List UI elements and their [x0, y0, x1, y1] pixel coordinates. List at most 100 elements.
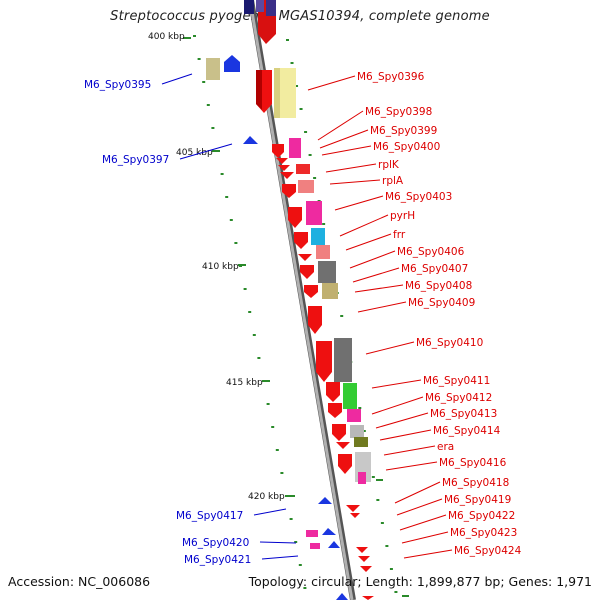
- gene-arrow: [336, 593, 348, 600]
- leader-line: [371, 379, 422, 389]
- gene-label-m6-spy0422[interactable]: M6_Spy0422: [448, 510, 515, 522]
- tick-mark: [193, 35, 196, 37]
- tick-mark: [206, 104, 210, 106]
- gene-label-m6-spy0420[interactable]: M6_Spy0420: [182, 537, 249, 549]
- gene-label-m6-spy0413[interactable]: M6_Spy0413: [430, 408, 497, 420]
- gene-label-m6-spy0407[interactable]: M6_Spy0407: [401, 263, 468, 275]
- leader-line: [307, 75, 356, 91]
- tick-mark: [229, 219, 233, 221]
- leader-line: [161, 73, 193, 85]
- gene-block: [206, 58, 220, 80]
- leader-line: [253, 508, 287, 516]
- tick-mark: [358, 407, 362, 409]
- leader-line: [375, 412, 429, 429]
- tick-mark: [271, 426, 275, 428]
- leader-line: [394, 481, 441, 504]
- gene-label-m6-spy0417[interactable]: M6_Spy0417: [176, 510, 243, 522]
- gene-labels: M6_Spy0396 M6_Spy0398 M6_Spy0399 M6_Spy0400…: [84, 71, 522, 566]
- gene-label-rpla[interactable]: rplA: [382, 175, 404, 187]
- leader-line: [385, 461, 438, 471]
- gene-arrow: [322, 528, 336, 535]
- gene-label-frr[interactable]: frr: [393, 229, 406, 241]
- major-tick: [402, 595, 409, 597]
- leader-line: [352, 267, 400, 283]
- gene-label-m6-spy0409[interactable]: M6_Spy0409: [408, 297, 475, 309]
- gene-label-pyrh[interactable]: pyrH: [390, 210, 415, 222]
- gene-arrow: [224, 55, 240, 72]
- genome-summary: Topology: circular; Length: 1,899,877 bp…: [248, 574, 592, 589]
- gene-arrow: [256, 70, 262, 110]
- gene-block: [306, 530, 318, 537]
- leader-line: [354, 284, 404, 293]
- gene-label-era[interactable]: era: [437, 441, 454, 453]
- tick-mark: [322, 223, 326, 225]
- gene-label-m6-spy0397[interactable]: M6_Spy0397: [102, 154, 169, 166]
- gene-label-m6-spy0403[interactable]: M6_Spy0403: [385, 191, 452, 203]
- leader-line: [383, 445, 436, 456]
- tick-mark: [225, 196, 229, 198]
- tick-mark: [266, 403, 270, 405]
- gene-arrow: [318, 497, 332, 504]
- gene-label-m6-spy0423[interactable]: M6_Spy0423: [450, 527, 517, 539]
- gene-label-m6-spy0421[interactable]: M6_Spy0421: [184, 554, 251, 566]
- tick-mark: [380, 522, 384, 524]
- tick-mark: [211, 127, 215, 129]
- gene-block: [274, 68, 280, 118]
- tick-mark: [290, 62, 294, 64]
- gene-label-m6-spy0412[interactable]: M6_Spy0412: [425, 392, 492, 404]
- gene-label-m6-spy0410[interactable]: M6_Spy0410: [416, 337, 483, 349]
- gene-label-m6-spy0406[interactable]: M6_Spy0406: [397, 246, 465, 258]
- tick-mark: [280, 472, 284, 474]
- leader-line: [349, 250, 396, 269]
- tick-mark: [389, 568, 393, 570]
- major-tick: [238, 264, 246, 266]
- tick-mark: [197, 58, 201, 60]
- gene-label-m6-spy0399[interactable]: M6_Spy0399: [370, 125, 437, 137]
- leader-line: [399, 514, 447, 531]
- reverse-features: [206, 55, 348, 600]
- gene-label-m6-spy0400[interactable]: M6_Spy0400: [373, 141, 440, 153]
- tick-mark: [248, 311, 252, 313]
- gene-label-m6-spy0416[interactable]: M6_Spy0416: [439, 457, 507, 469]
- gene-label-m6-spy0418[interactable]: M6_Spy0418: [442, 477, 509, 489]
- tick-mark: [243, 288, 247, 290]
- kbp-label-420: 420 kbp: [248, 492, 285, 502]
- leader-line: [357, 301, 407, 313]
- kbp-label-405: 405 kbp: [176, 148, 213, 158]
- gene-arrow: [243, 136, 258, 144]
- gene-label-m6-spy0411[interactable]: M6_Spy0411: [423, 375, 490, 387]
- tick-mark: [298, 564, 302, 566]
- gene-label-m6-spy0408[interactable]: M6_Spy0408: [405, 280, 472, 292]
- gene-label-m6-spy0424[interactable]: M6_Spy0424: [454, 545, 522, 557]
- gene-label-rplk[interactable]: rplK: [378, 159, 400, 171]
- leader-line: [259, 541, 297, 544]
- tick-mark: [234, 242, 238, 244]
- gene-label-m6-spy0414[interactable]: M6_Spy0414: [433, 425, 501, 437]
- gene-block: [310, 543, 320, 549]
- gene-label-m6-spy0419[interactable]: M6_Spy0419: [444, 494, 511, 506]
- leader-line: [371, 396, 424, 415]
- tick-mark: [289, 518, 293, 520]
- gene-label-m6-spy0398[interactable]: M6_Spy0398: [365, 106, 432, 118]
- tick-mark: [299, 108, 303, 110]
- major-tick: [287, 495, 295, 497]
- major-tick: [183, 37, 191, 39]
- tick-mark: [340, 315, 344, 317]
- tick-mark: [294, 541, 298, 543]
- gene-label-m6-spy0396[interactable]: M6_Spy0396: [357, 71, 425, 83]
- major-tick: [376, 479, 383, 481]
- tick-mark: [394, 591, 398, 593]
- forward-features: [256, 68, 374, 600]
- tick-mark: [313, 177, 317, 179]
- tick-mark: [362, 430, 366, 432]
- leader-line: [401, 531, 449, 544]
- leader-line: [317, 110, 364, 141]
- tick-mark: [252, 334, 256, 336]
- tick-mark: [371, 476, 375, 478]
- gene-label-m6-spy0395[interactable]: M6_Spy0395: [84, 79, 151, 91]
- leader-line: [334, 195, 384, 211]
- leader-line: [345, 233, 392, 251]
- tick-mark: [202, 81, 206, 83]
- tick-mark: [376, 499, 380, 501]
